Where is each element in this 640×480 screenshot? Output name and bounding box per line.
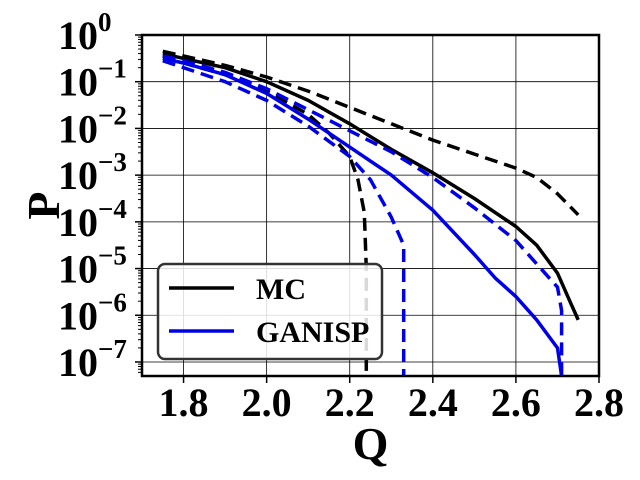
y-tick-label: 10−6 bbox=[58, 287, 127, 338]
legend-mc-label: MC bbox=[256, 273, 306, 306]
x-tick-label: 2.8 bbox=[574, 380, 624, 425]
y-tick-label: 10−3 bbox=[58, 147, 127, 198]
x-tick-label: 2.4 bbox=[408, 380, 458, 425]
y-tick-label: 10−5 bbox=[58, 241, 127, 292]
series-ganisp-dashed-line bbox=[162, 54, 564, 376]
series-mc-solid-line bbox=[162, 51, 580, 321]
x-tick-label: 1.8 bbox=[159, 380, 209, 425]
y-tick-label: 10−7 bbox=[58, 334, 127, 385]
y-tick-label: 10−1 bbox=[58, 54, 127, 105]
x-axis-title: Q bbox=[353, 418, 389, 469]
series-layer bbox=[162, 49, 580, 377]
series-ganisp-dashed-line bbox=[162, 59, 406, 376]
y-tick-label: 10−4 bbox=[58, 194, 127, 245]
y-axis-title: P bbox=[18, 191, 69, 219]
x-tick-labels: 1.8 2.0 2.2 2.4 2.6 2.8 bbox=[159, 380, 624, 425]
legend-ganisp-label: GANISP bbox=[256, 316, 369, 349]
y-tick-label: 10−2 bbox=[58, 100, 127, 151]
x-tick-label: 2.6 bbox=[491, 380, 541, 425]
series-mc-dashed-line bbox=[162, 49, 580, 217]
series-ganisp-solid-line bbox=[162, 56, 564, 377]
y-tick-label: 100 bbox=[58, 7, 112, 58]
x-tick-label: 2.2 bbox=[325, 380, 375, 425]
legend: MC GANISP bbox=[156, 262, 384, 361]
ticks bbox=[135, 34, 600, 383]
plot-frame bbox=[140, 33, 601, 378]
x-tick-label: 2.0 bbox=[242, 380, 292, 425]
